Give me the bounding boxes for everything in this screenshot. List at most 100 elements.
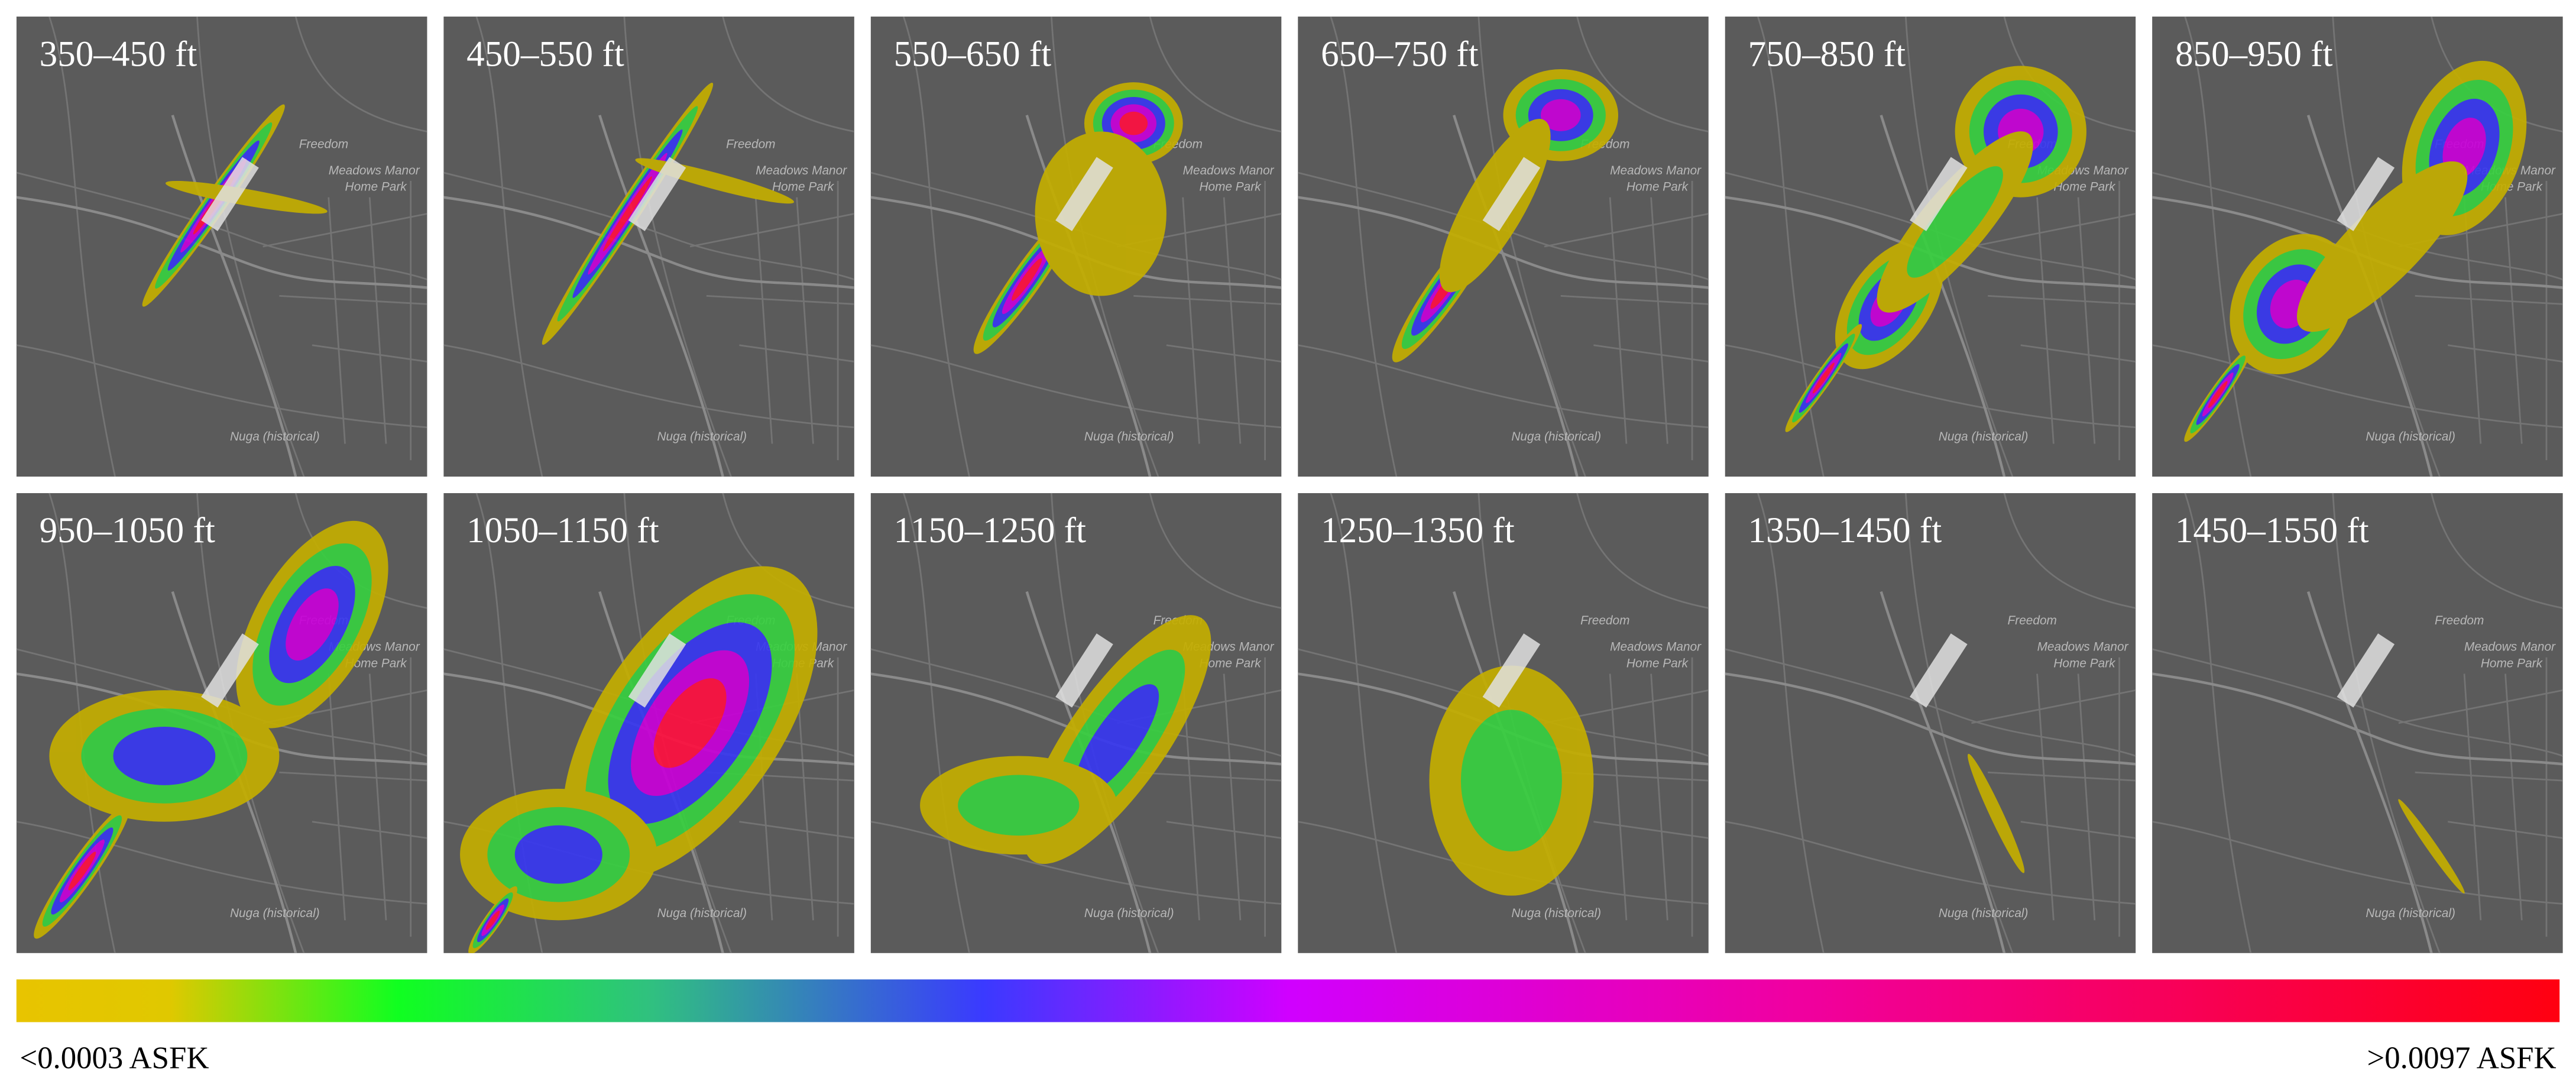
map-label: Nuga (historical) <box>657 906 747 920</box>
map-background <box>1725 493 2136 953</box>
heatmap <box>2184 60 2527 442</box>
map-label: Home Park <box>1626 180 1689 194</box>
heat-region <box>1011 258 1042 301</box>
heat-region <box>485 910 500 930</box>
heatmap <box>460 566 818 953</box>
heatmap <box>920 615 1211 864</box>
heat-region <box>68 851 96 891</box>
map-label: Home Park <box>1199 656 1262 670</box>
map-background <box>2152 493 2563 953</box>
heat-region <box>1907 166 2003 278</box>
map-label: Nuga (historical) <box>657 430 747 443</box>
map-label: Nuga (historical) <box>2366 430 2455 443</box>
runway <box>1055 633 1113 708</box>
map-label: Nuga (historical) <box>1084 430 1174 443</box>
heat-region <box>1035 131 1167 296</box>
runway <box>201 633 259 708</box>
map-label: Meadows Manor <box>1183 164 1275 177</box>
panel-title: 1450–1550 ft <box>2175 511 2369 551</box>
panel-title: 450–550 ft <box>466 34 624 74</box>
panel-title: 950–1050 ft <box>40 511 215 551</box>
heat-region <box>958 775 1080 836</box>
map-label: Home Park <box>1626 656 1689 670</box>
map-label: Nuga (historical) <box>230 430 320 443</box>
map-label: Home Park <box>2053 180 2116 194</box>
map-label: Nuga (historical) <box>1939 906 2029 920</box>
runway <box>201 157 259 231</box>
runway <box>1055 157 1113 231</box>
runway <box>628 633 686 708</box>
heat-region <box>1460 710 1562 851</box>
runway <box>1910 633 1968 708</box>
panel-title: 1150–1250 ft <box>894 511 1086 551</box>
heatmap <box>1429 665 1594 896</box>
heat-region <box>1075 684 1159 795</box>
map-label: Nuga (historical) <box>1084 906 1174 920</box>
heat-region <box>1968 753 2025 873</box>
runway <box>1482 157 1541 231</box>
map-label: Freedom <box>726 137 775 151</box>
runway <box>628 157 686 231</box>
runway <box>2337 157 2395 231</box>
map-label: Nuga (historical) <box>230 906 320 920</box>
map-label: Freedom <box>2435 614 2484 627</box>
map-label: Meadows Manor <box>2464 640 2556 654</box>
heat-region <box>286 588 339 661</box>
heatmap <box>973 82 1183 354</box>
map-panel: Freedom Meadows Manor Home Park Nuga (histo… <box>1725 493 2136 953</box>
heat-region <box>113 727 216 785</box>
panel-title: 1350–1450 ft <box>1748 511 1942 551</box>
heatmap <box>1785 66 2086 432</box>
map-label: Home Park <box>1199 180 1262 194</box>
map-panel: Freedom Meadows Manor Home Park Nuga (histo… <box>17 17 427 477</box>
map-background <box>443 17 854 477</box>
map-label: Meadows Manor <box>1610 640 1702 654</box>
runway <box>1482 633 1541 708</box>
panel-title: 750–850 ft <box>1748 34 1906 74</box>
map-label: Meadows Manor <box>329 164 420 177</box>
heat-region <box>2208 381 2228 409</box>
map-label: Home Park <box>345 180 408 194</box>
heat-region <box>603 176 652 251</box>
map-label: Nuga (historical) <box>2366 906 2455 920</box>
map-label: Freedom <box>2008 614 2057 627</box>
map-label: Home Park <box>2053 656 2116 670</box>
panel-title: 1050–1150 ft <box>466 511 659 551</box>
heat-region <box>2296 161 2468 332</box>
heat-region <box>1119 111 1148 135</box>
heat-region <box>653 678 727 768</box>
heatmap <box>2398 799 2465 894</box>
map-label: Freedom <box>299 137 348 151</box>
panel-title: 850–950 ft <box>2175 34 2333 74</box>
map-label: Nuga (historical) <box>1511 430 1601 443</box>
panel-title: 650–750 ft <box>1321 34 1479 74</box>
runway <box>2337 633 2395 708</box>
colorbar-min-label: <0.0003 ASFK <box>20 1041 209 1075</box>
heat-region <box>1812 362 1835 394</box>
panel-title: 550–650 ft <box>894 34 1052 74</box>
map-label: Home Park <box>2481 656 2543 670</box>
map-label: Nuga (historical) <box>1511 906 1601 920</box>
map-label: Nuga (historical) <box>1939 430 2029 443</box>
heat-region <box>1540 99 1581 131</box>
map-label: Home Park <box>772 180 835 194</box>
heat-region <box>165 180 328 214</box>
heatmap <box>1968 753 2025 873</box>
colorbar-max-label: >0.0097 ASFK <box>2367 1041 2556 1075</box>
colorbar <box>16 979 2560 1022</box>
map-label: Meadows Manor <box>1610 164 1702 177</box>
map-label: Meadows Manor <box>2037 640 2129 654</box>
heatmap <box>34 520 388 939</box>
panel-title: 1250–1350 ft <box>1321 511 1515 551</box>
